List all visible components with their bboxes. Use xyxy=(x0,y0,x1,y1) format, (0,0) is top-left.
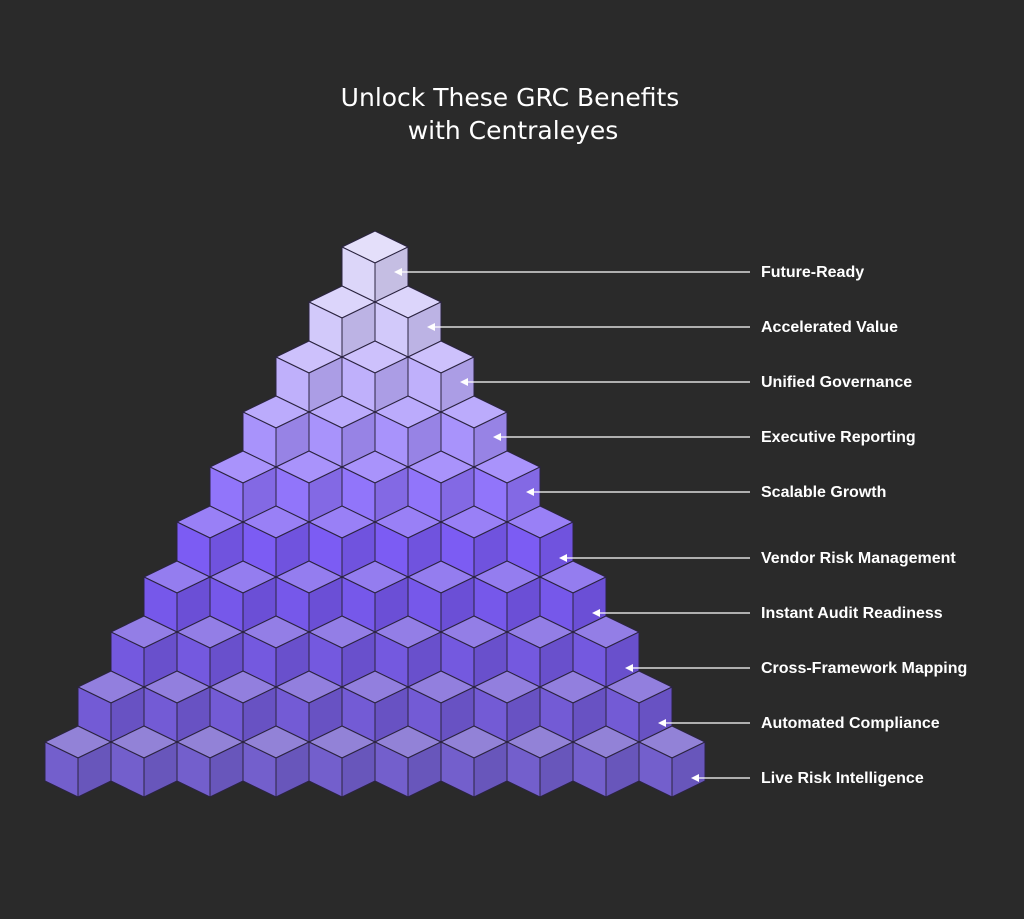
cube xyxy=(109,725,179,798)
arrow-head xyxy=(460,378,468,386)
cube xyxy=(175,615,245,688)
cube xyxy=(472,450,542,523)
cube xyxy=(637,725,707,798)
arrow-head xyxy=(625,664,633,672)
cube xyxy=(307,615,377,688)
title-line: Unlock These GRC Benefits xyxy=(341,83,680,112)
cube xyxy=(571,725,641,798)
cube xyxy=(340,450,410,523)
benefit-label: Vendor Risk Management xyxy=(761,550,956,567)
cube xyxy=(307,395,377,468)
title-line: with Centraleyes xyxy=(408,116,619,145)
cube xyxy=(208,670,278,743)
arrow-head xyxy=(691,774,699,782)
cube xyxy=(142,560,212,633)
arrow-head xyxy=(592,609,600,617)
cube xyxy=(439,615,509,688)
benefit-label: Automated Compliance xyxy=(761,715,940,732)
cube xyxy=(538,670,608,743)
benefit-label: Executive Reporting xyxy=(761,429,916,446)
arrow-head xyxy=(526,488,534,496)
cube xyxy=(109,615,179,688)
cube-right xyxy=(671,741,706,798)
cube xyxy=(571,615,641,688)
cube xyxy=(208,450,278,523)
cube xyxy=(307,725,377,798)
cube xyxy=(307,285,377,358)
benefit-label: Future-Ready xyxy=(761,264,864,281)
cube xyxy=(274,560,344,633)
cube xyxy=(175,725,245,798)
cube xyxy=(472,560,542,633)
arrow-head xyxy=(559,554,567,562)
benefit-label: Unified Governance xyxy=(761,374,912,391)
cube xyxy=(604,670,674,743)
cube xyxy=(439,505,509,578)
arrow-head xyxy=(493,433,501,441)
benefit-label: Live Risk Intelligence xyxy=(761,770,924,787)
cube xyxy=(241,725,311,798)
cube xyxy=(373,615,443,688)
cube xyxy=(373,725,443,798)
benefit-label: Instant Audit Readiness xyxy=(761,605,943,622)
cube xyxy=(43,725,113,798)
benefit-label: Cross-Framework Mapping xyxy=(761,660,967,677)
cube xyxy=(175,505,245,578)
cube xyxy=(439,395,509,468)
cube xyxy=(274,340,344,413)
arrow-head xyxy=(394,268,402,276)
cube xyxy=(406,560,476,633)
cube xyxy=(241,395,311,468)
cube xyxy=(373,505,443,578)
cube-pyramid xyxy=(43,230,707,798)
benefit-labels: Future-Ready Accelerated Value Unified Gov… xyxy=(394,264,967,787)
cube xyxy=(340,340,410,413)
cube xyxy=(340,230,410,303)
cube xyxy=(373,285,443,358)
benefit-label: Accelerated Value xyxy=(761,319,898,336)
cube xyxy=(538,560,608,633)
cube xyxy=(505,505,575,578)
cube xyxy=(274,450,344,523)
cube xyxy=(505,725,575,798)
cube xyxy=(76,670,146,743)
cube xyxy=(307,505,377,578)
cube xyxy=(406,450,476,523)
cube xyxy=(142,670,212,743)
arrow-head xyxy=(658,719,666,727)
cube xyxy=(340,560,410,633)
cube xyxy=(208,560,278,633)
benefit-label: Scalable Growth xyxy=(761,484,886,501)
cube xyxy=(406,670,476,743)
cube xyxy=(439,725,509,798)
cube xyxy=(472,670,542,743)
cube xyxy=(274,670,344,743)
arrow-head xyxy=(427,323,435,331)
